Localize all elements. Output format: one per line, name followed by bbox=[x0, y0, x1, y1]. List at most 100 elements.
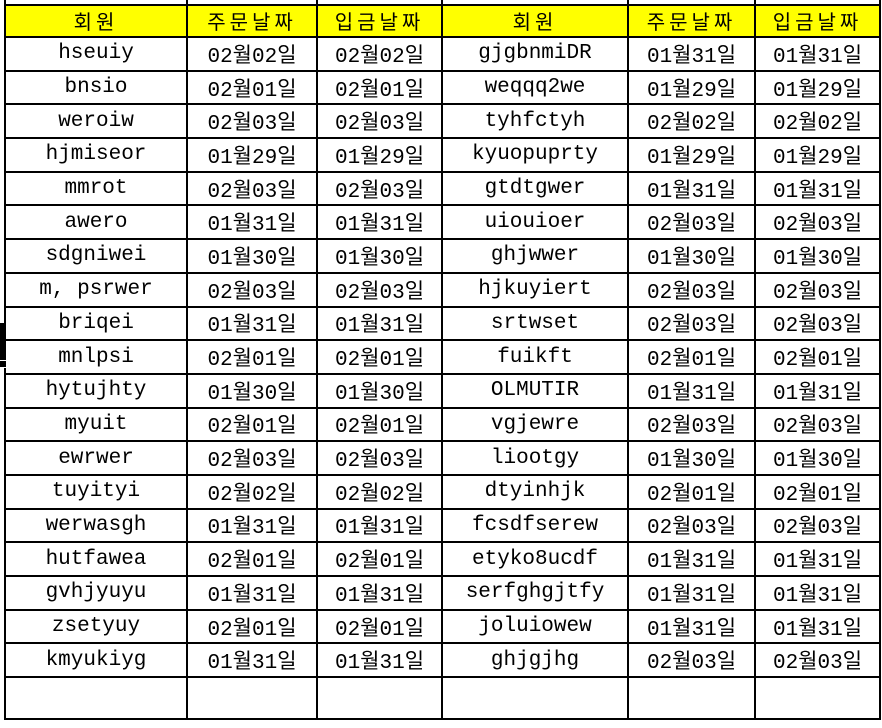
order-date-cell[interactable]: 01월31일 bbox=[627, 575, 756, 611]
member-cell[interactable]: mmrot bbox=[4, 170, 188, 207]
order-date-cell[interactable]: 02월01일 bbox=[186, 541, 318, 577]
member-cell[interactable]: joluiowew bbox=[441, 608, 629, 645]
column-header-deposit-left[interactable]: 입금날짜 bbox=[316, 4, 443, 38]
member-cell[interactable]: fuikft bbox=[441, 339, 629, 375]
deposit-date-cell[interactable]: 02월02일 bbox=[316, 36, 443, 72]
order-date-cell[interactable]: 02월03일 bbox=[186, 170, 318, 207]
order-date-cell[interactable]: 02월03일 bbox=[627, 642, 756, 679]
deposit-date-cell[interactable]: 02월01일 bbox=[316, 339, 443, 375]
member-cell[interactable]: gjgbnmiDR bbox=[441, 36, 629, 72]
member-cell[interactable]: gvhjyuyu bbox=[4, 575, 188, 611]
deposit-date-cell[interactable]: 02월01일 bbox=[754, 473, 881, 510]
fill-handle[interactable] bbox=[0, 360, 7, 368]
order-date-cell[interactable]: 02월03일 bbox=[186, 440, 318, 476]
column-header-deposit-right[interactable]: 입금날짜 bbox=[754, 4, 881, 38]
member-cell[interactable]: mnlpsi bbox=[4, 339, 188, 375]
order-date-cell[interactable]: 01월31일 bbox=[627, 36, 756, 72]
empty-cell[interactable] bbox=[627, 0, 756, 6]
deposit-date-cell[interactable]: 02월03일 bbox=[754, 271, 881, 308]
member-cell[interactable]: werwasgh bbox=[4, 507, 188, 544]
empty-cell[interactable] bbox=[754, 676, 881, 721]
order-date-cell[interactable]: 02월03일 bbox=[186, 103, 318, 140]
member-cell[interactable]: serfghgjtfy bbox=[441, 575, 629, 611]
deposit-date-cell[interactable]: 02월03일 bbox=[316, 271, 443, 308]
order-date-cell[interactable]: 01월31일 bbox=[627, 372, 756, 409]
order-date-cell[interactable]: 02월02일 bbox=[186, 473, 318, 510]
order-date-cell[interactable]: 02월03일 bbox=[627, 507, 756, 544]
order-date-cell[interactable]: 01월29일 bbox=[186, 137, 318, 173]
member-cell[interactable]: weroiw bbox=[4, 103, 188, 140]
column-header-order-right[interactable]: 주문날짜 bbox=[627, 4, 756, 38]
empty-cell[interactable] bbox=[186, 0, 318, 6]
deposit-date-cell[interactable]: 02월03일 bbox=[754, 507, 881, 544]
member-cell[interactable]: liootgy bbox=[441, 440, 629, 476]
order-date-cell[interactable]: 02월03일 bbox=[627, 204, 756, 241]
deposit-date-cell[interactable]: 01월29일 bbox=[316, 137, 443, 173]
deposit-date-cell[interactable]: 01월31일 bbox=[316, 204, 443, 241]
deposit-date-cell[interactable]: 01월29일 bbox=[754, 69, 881, 106]
member-cell[interactable]: ewrwer bbox=[4, 440, 188, 476]
deposit-date-cell[interactable]: 01월31일 bbox=[754, 575, 881, 611]
order-date-cell[interactable]: 01월30일 bbox=[627, 440, 756, 476]
member-cell[interactable]: m, psrwer bbox=[4, 271, 188, 308]
member-cell[interactable]: gtdtgwer bbox=[441, 170, 629, 207]
order-date-cell[interactable]: 01월31일 bbox=[627, 541, 756, 577]
deposit-date-cell[interactable]: 02월03일 bbox=[316, 103, 443, 140]
order-date-cell[interactable]: 01월30일 bbox=[627, 238, 756, 274]
member-cell[interactable]: hjkuyiert bbox=[441, 271, 629, 308]
deposit-date-cell[interactable]: 01월31일 bbox=[316, 507, 443, 544]
order-date-cell[interactable]: 02월01일 bbox=[627, 473, 756, 510]
member-cell[interactable]: hseuiy bbox=[4, 36, 188, 72]
order-date-cell[interactable]: 02월01일 bbox=[186, 69, 318, 106]
deposit-date-cell[interactable]: 02월01일 bbox=[754, 339, 881, 375]
order-date-cell[interactable]: 02월02일 bbox=[186, 36, 318, 72]
deposit-date-cell[interactable]: 01월30일 bbox=[754, 440, 881, 476]
member-cell[interactable]: srtwset bbox=[441, 305, 629, 342]
member-cell[interactable]: tyhfctyh bbox=[441, 103, 629, 140]
deposit-date-cell[interactable]: 01월31일 bbox=[754, 36, 881, 72]
member-cell[interactable]: OLMUTIR bbox=[441, 372, 629, 409]
empty-cell[interactable] bbox=[627, 676, 756, 721]
member-cell[interactable]: etyko8ucdf bbox=[441, 541, 629, 577]
deposit-date-cell[interactable]: 01월31일 bbox=[316, 305, 443, 342]
order-date-cell[interactable]: 01월30일 bbox=[186, 238, 318, 274]
member-cell[interactable]: uiouioer bbox=[441, 204, 629, 241]
member-cell[interactable]: hutfawea bbox=[4, 541, 188, 577]
deposit-date-cell[interactable]: 01월31일 bbox=[754, 170, 881, 207]
deposit-date-cell[interactable]: 02월01일 bbox=[316, 608, 443, 645]
deposit-date-cell[interactable]: 01월31일 bbox=[754, 608, 881, 645]
deposit-date-cell[interactable]: 01월30일 bbox=[316, 238, 443, 274]
deposit-date-cell[interactable]: 01월31일 bbox=[316, 642, 443, 679]
order-date-cell[interactable]: 02월01일 bbox=[186, 608, 318, 645]
order-date-cell[interactable]: 01월31일 bbox=[186, 204, 318, 241]
member-cell[interactable]: tuyityi bbox=[4, 473, 188, 510]
member-cell[interactable]: dtyinhjk bbox=[441, 473, 629, 510]
order-date-cell[interactable]: 02월01일 bbox=[186, 339, 318, 375]
order-date-cell[interactable]: 01월31일 bbox=[186, 507, 318, 544]
column-header-member-left[interactable]: 회원 bbox=[4, 4, 188, 38]
deposit-date-cell[interactable]: 02월03일 bbox=[754, 642, 881, 679]
order-date-cell[interactable]: 02월03일 bbox=[627, 406, 756, 443]
member-cell[interactable]: hjmiseor bbox=[4, 137, 188, 173]
deposit-date-cell[interactable]: 01월31일 bbox=[316, 575, 443, 611]
order-date-cell[interactable]: 02월01일 bbox=[186, 406, 318, 443]
member-cell[interactable]: hytujhty bbox=[4, 372, 188, 409]
deposit-date-cell[interactable]: 02월03일 bbox=[754, 305, 881, 342]
empty-cell[interactable] bbox=[316, 0, 443, 6]
order-date-cell[interactable]: 01월29일 bbox=[627, 137, 756, 173]
deposit-date-cell[interactable]: 02월02일 bbox=[316, 473, 443, 510]
order-date-cell[interactable]: 01월31일 bbox=[186, 575, 318, 611]
member-cell[interactable]: ghjwwer bbox=[441, 238, 629, 274]
order-date-cell[interactable]: 02월03일 bbox=[627, 271, 756, 308]
member-cell[interactable]: vgjewre bbox=[441, 406, 629, 443]
order-date-cell[interactable]: 02월03일 bbox=[186, 271, 318, 308]
empty-cell[interactable] bbox=[4, 676, 188, 721]
column-header-member-right[interactable]: 회원 bbox=[441, 4, 629, 38]
deposit-date-cell[interactable]: 02월03일 bbox=[754, 406, 881, 443]
order-date-cell[interactable]: 01월29일 bbox=[627, 69, 756, 106]
order-date-cell[interactable]: 01월30일 bbox=[186, 372, 318, 409]
deposit-date-cell[interactable]: 02월03일 bbox=[754, 204, 881, 241]
member-cell[interactable]: weqqq2we bbox=[441, 69, 629, 106]
empty-cell[interactable] bbox=[441, 0, 629, 6]
order-date-cell[interactable]: 01월31일 bbox=[186, 642, 318, 679]
